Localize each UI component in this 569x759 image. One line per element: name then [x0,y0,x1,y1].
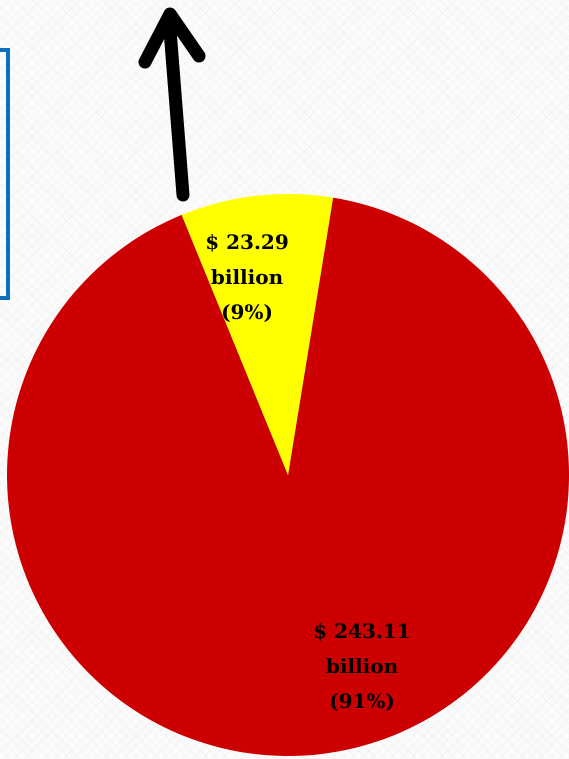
pie-slice-label-0: $ 243.11 billion (91%) [313,619,410,713]
pie-slice-label-line: billion [211,265,284,289]
pie-slice-label-line: $ 243.11 [313,619,410,643]
pie-slice-label-line: billion [326,654,399,678]
blue-frame-box [0,48,10,300]
pie-labels: $ 243.11 billion (91%) $ 23.29 billion (9%) [205,230,410,713]
pie-slice-1 [181,193,334,475]
pie-slice-label-line: (9%) [221,300,273,324]
pie-slice-label-line: (91%) [329,689,395,713]
pie-slice-label-1: $ 23.29 billion (9%) [205,230,289,324]
pie-slices [7,193,569,756]
arrow-up-icon [138,7,206,202]
pie-slice-label-line: $ 23.29 [205,230,289,254]
pie-slice-0 [7,197,569,756]
